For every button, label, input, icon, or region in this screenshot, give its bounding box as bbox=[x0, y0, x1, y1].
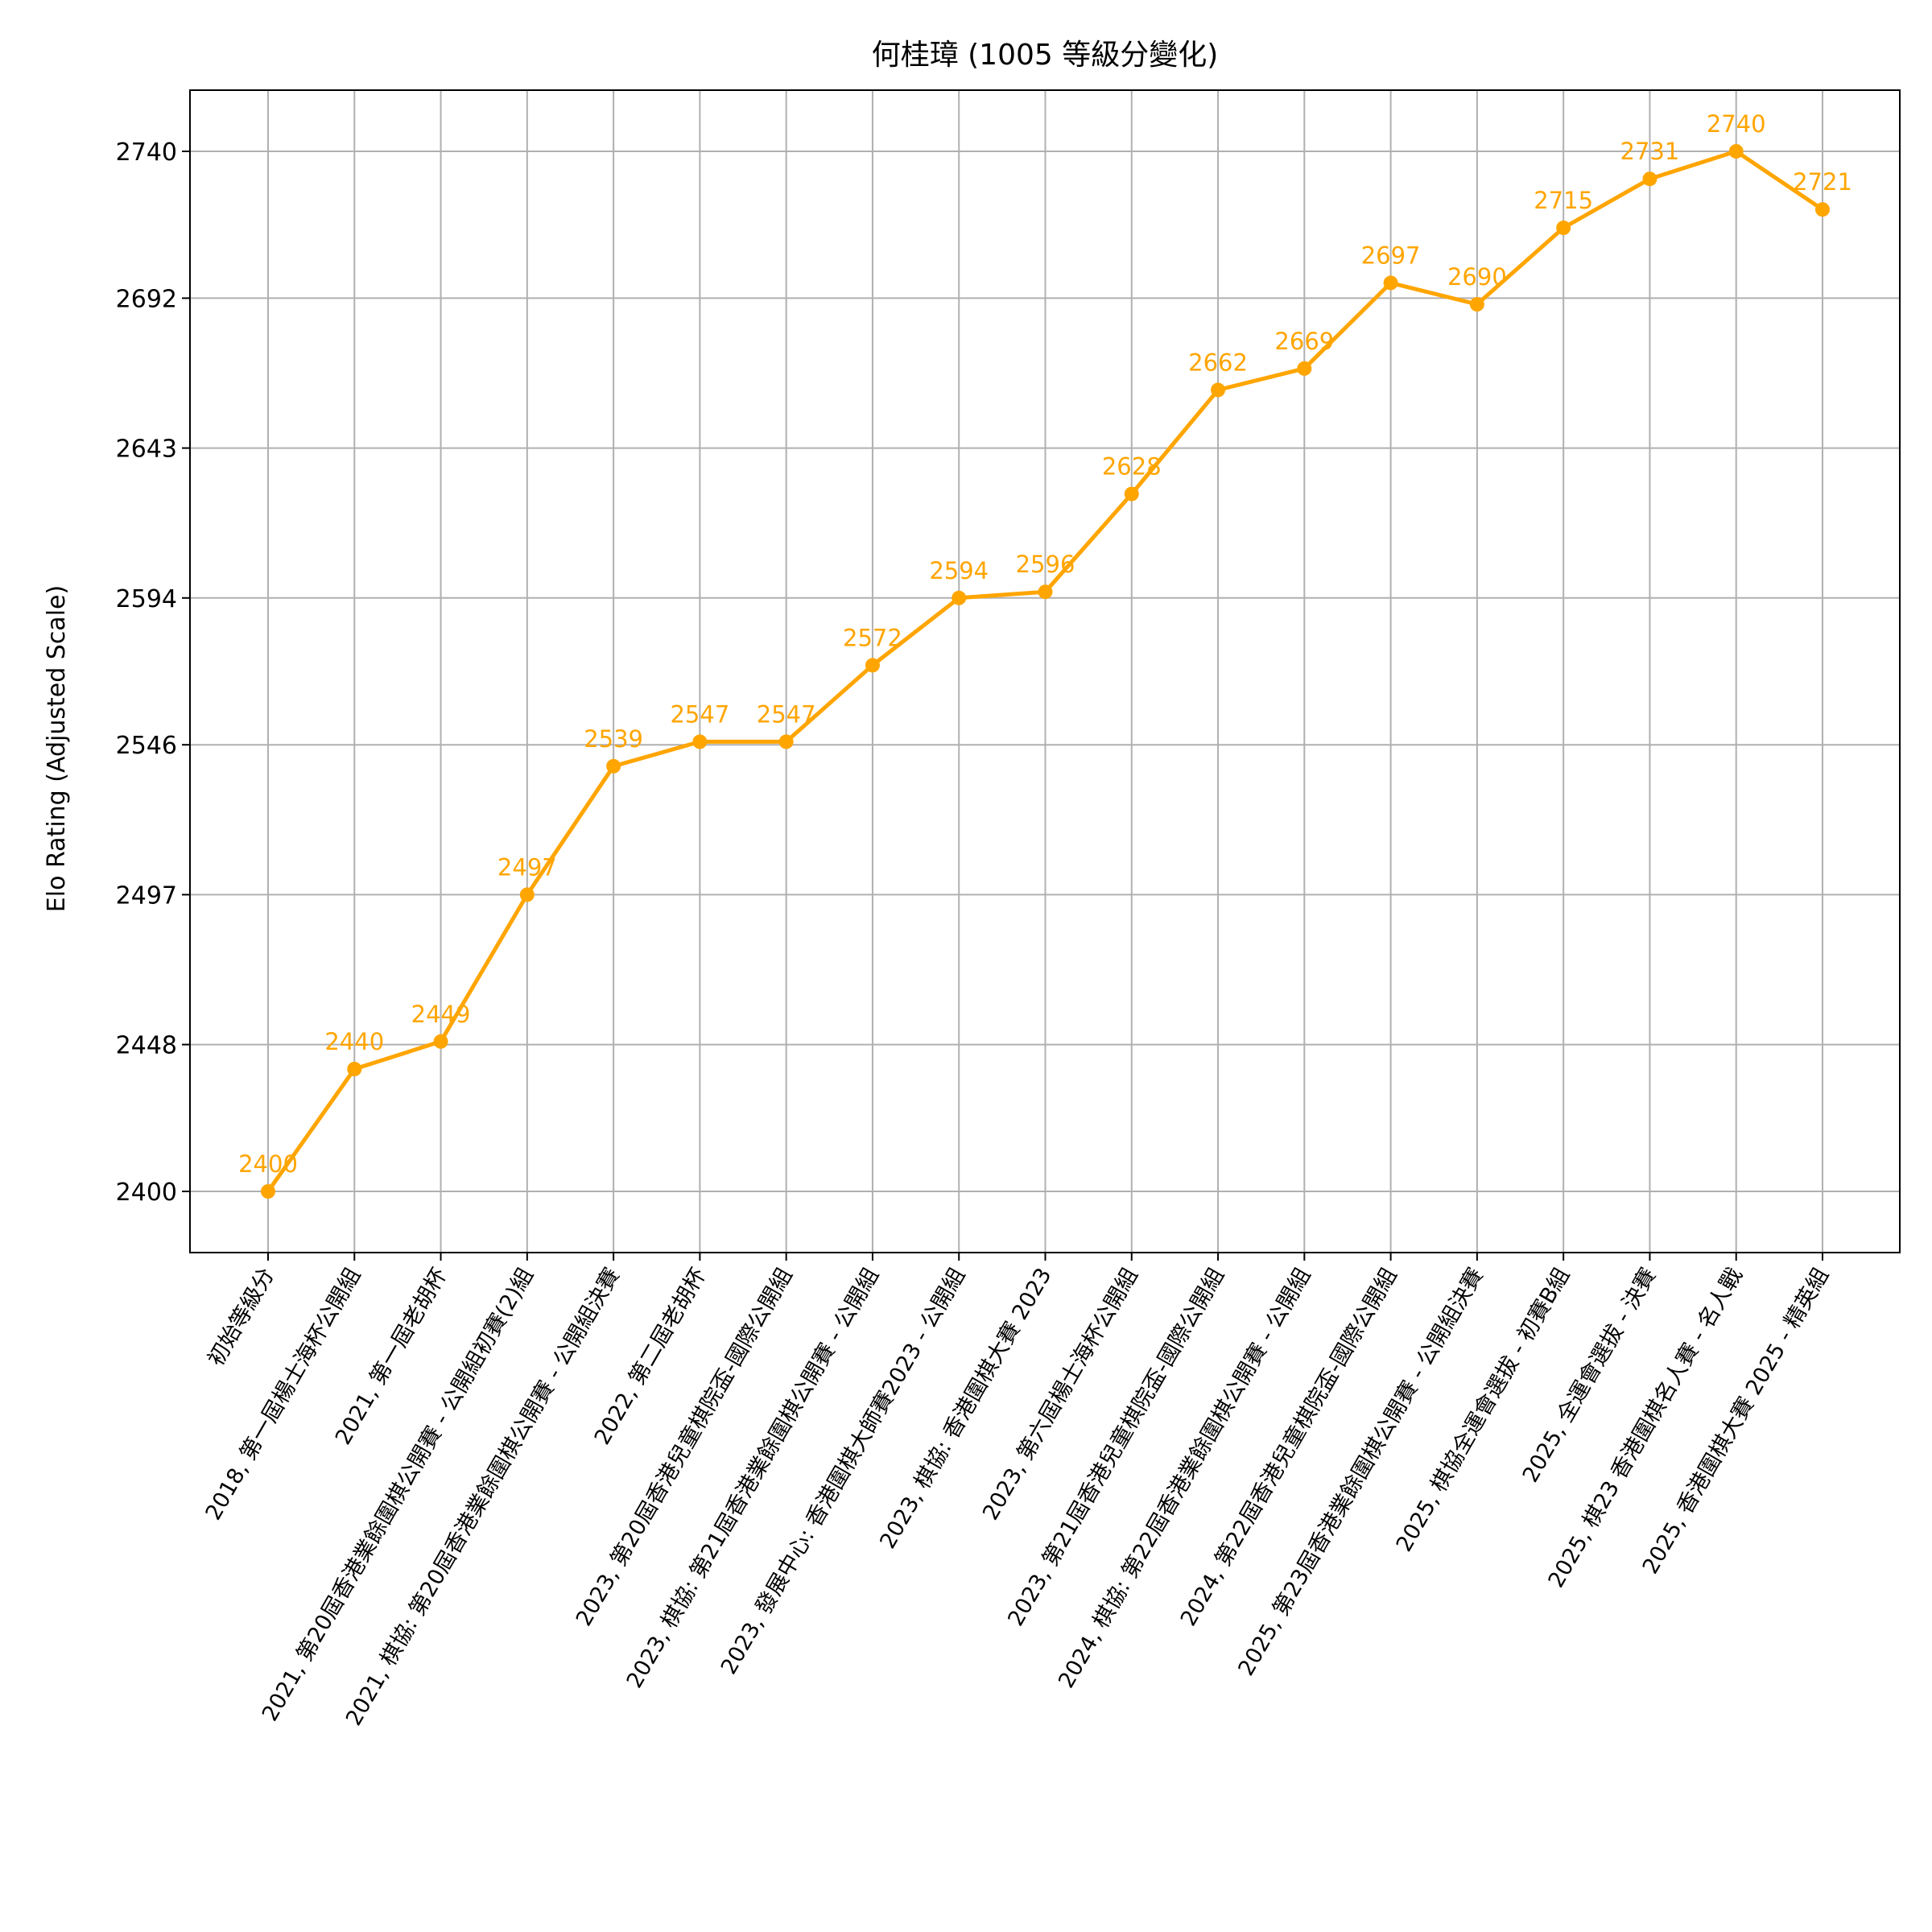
x-tick-label: 2023, 棋協: 香港圍棋大賽 2023 bbox=[875, 1264, 1056, 1553]
y-tick-label: 2400 bbox=[116, 1179, 177, 1207]
y-tick-label: 2594 bbox=[116, 585, 177, 613]
data-point bbox=[1124, 486, 1139, 502]
grid bbox=[190, 90, 1900, 1253]
y-axis-label: Elo Rating (Adjusted Scale) bbox=[43, 585, 71, 912]
x-tick-label: 2025, 香港圍棋大賽 2025 - 精英組 bbox=[1638, 1264, 1834, 1579]
data-label: 2740 bbox=[1707, 110, 1766, 138]
data-point bbox=[952, 590, 967, 605]
y-tick-label: 2546 bbox=[116, 732, 177, 760]
y-tick-label: 2740 bbox=[116, 138, 177, 167]
data-point bbox=[692, 734, 708, 749]
data-label: 2628 bbox=[1102, 453, 1162, 481]
data-label: 2596 bbox=[1016, 551, 1075, 578]
data-point bbox=[606, 758, 621, 774]
data-point bbox=[1038, 584, 1053, 600]
data-point bbox=[865, 658, 880, 673]
data-label: 2547 bbox=[757, 700, 816, 728]
data-label: 2721 bbox=[1793, 168, 1852, 196]
data-label: 2400 bbox=[238, 1150, 298, 1178]
x-tick-label: 初始等級分 bbox=[204, 1264, 279, 1370]
data-point bbox=[261, 1184, 275, 1199]
y-tick-label: 2692 bbox=[116, 285, 177, 313]
y-axis-ticks: 2400 2448 2497 2546 2594 2643 2692 2740 bbox=[116, 138, 190, 1207]
data-label: 2662 bbox=[1188, 349, 1248, 376]
data-label: 2594 bbox=[929, 557, 989, 584]
data-label: 2497 bbox=[497, 853, 557, 881]
plot-frame bbox=[189, 89, 1901, 1253]
data-point bbox=[1211, 382, 1226, 398]
data-point bbox=[433, 1034, 448, 1049]
y-tick-label: 2497 bbox=[116, 881, 177, 910]
data-labels: 2400 2440 2449 2497 2539 2547 2547 2572 2594 2596… bbox=[238, 110, 1852, 1178]
data-label: 2449 bbox=[411, 1001, 471, 1028]
data-point bbox=[1728, 144, 1744, 159]
data-point bbox=[1297, 361, 1312, 376]
x-tick-label: 2023, 第六屆楊士海杯公開組 bbox=[978, 1264, 1143, 1525]
data-label: 2539 bbox=[584, 725, 643, 753]
data-label: 2669 bbox=[1274, 328, 1334, 355]
data-label: 2440 bbox=[324, 1028, 384, 1055]
data-label: 2715 bbox=[1534, 187, 1593, 214]
data-label: 2697 bbox=[1361, 242, 1421, 269]
chart-title: 何桂璋 (1005 等級分變化) bbox=[872, 39, 1219, 72]
data-point bbox=[347, 1062, 362, 1076]
data-point bbox=[1815, 202, 1830, 217]
data-label: 2572 bbox=[843, 624, 902, 651]
data-point bbox=[1556, 221, 1571, 235]
data-point bbox=[778, 734, 794, 749]
data-label: 2731 bbox=[1620, 138, 1680, 165]
data-point bbox=[519, 887, 535, 902]
y-tick-label: 2448 bbox=[116, 1032, 177, 1060]
data-label: 2547 bbox=[670, 700, 729, 728]
series-elo bbox=[261, 144, 1830, 1199]
y-tick-label: 2643 bbox=[116, 436, 177, 464]
data-point bbox=[1642, 171, 1657, 187]
data-point bbox=[1469, 297, 1484, 312]
x-tick-label: 2018, 第一屆楊士海杯公開組 bbox=[201, 1264, 366, 1525]
x-tick-label: 2025, 棋協全運會選拔 - 初賽B組 bbox=[1392, 1264, 1575, 1556]
data-label: 2690 bbox=[1447, 263, 1507, 291]
data-point bbox=[1383, 275, 1398, 291]
